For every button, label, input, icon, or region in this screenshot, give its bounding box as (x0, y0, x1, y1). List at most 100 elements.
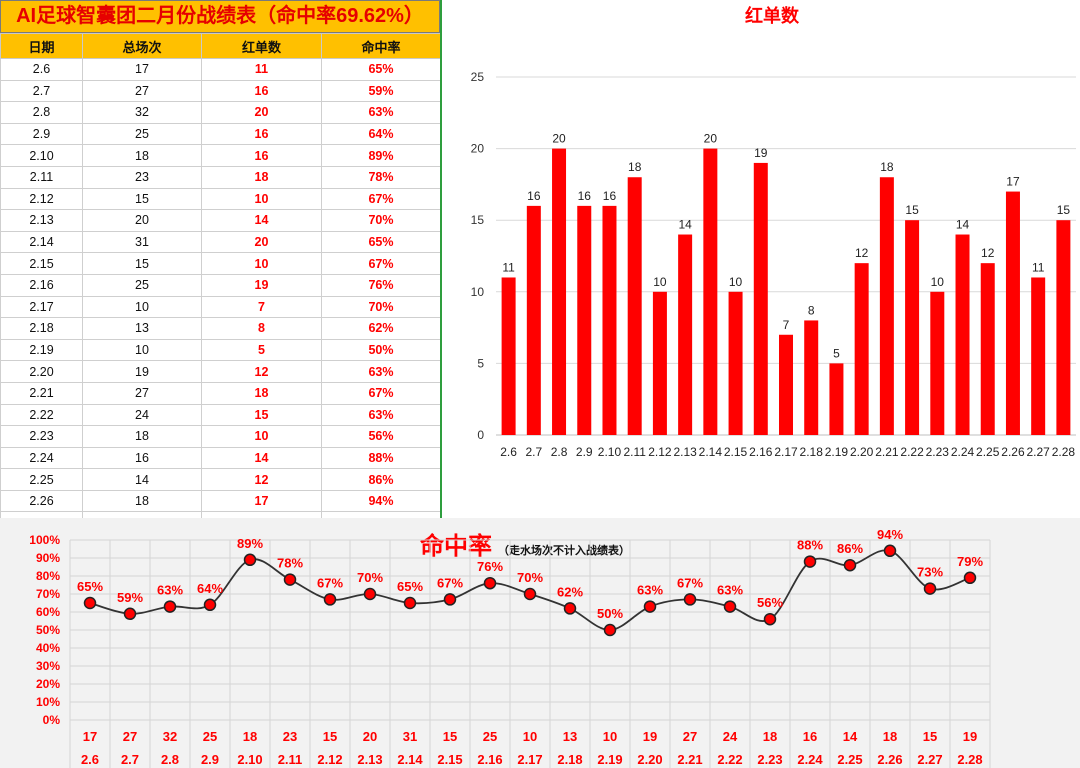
total-cell: 27 (82, 79, 202, 103)
total-cell: 27 (82, 381, 202, 405)
red-count-cell: 14 (201, 446, 322, 470)
date-cell: 2.25 (0, 468, 83, 491)
hit-rate-cell: 67% (321, 187, 441, 211)
table-row: 2.18 13 8 62% (0, 317, 441, 340)
hit-rate-cell: 94% (321, 489, 441, 513)
line-chart-y-axis: 0% 10% 20% 30% 40% 50% 60% 70% 80% 90% 100% (29, 533, 60, 727)
bar-2.19 (829, 363, 844, 435)
line-y-tick-label: 50% (36, 623, 60, 637)
bar-x-tick-label: 2.21 (875, 445, 899, 459)
bar-value-label: 10 (653, 275, 667, 289)
table-row: 2.17 10 7 70% (0, 295, 441, 319)
line-chart-date-row: 2.6 2.7 2.8 2.9 2.10 2.11 2.12 2.13 2.14 2.15 2.16… (81, 752, 983, 767)
bar-x-tick-label: 2.19 (825, 445, 849, 459)
red-count-cell: 8 (201, 317, 322, 340)
bar-x-tick-label: 2.8 (551, 445, 568, 459)
line-date-label: 2.9 (201, 752, 219, 767)
bar-value-label: 20 (704, 132, 718, 146)
line-total-label: 10 (603, 729, 617, 744)
line-value-label: 73% (917, 565, 943, 580)
line-value-label: 94% (877, 527, 903, 542)
total-cell: 10 (82, 295, 202, 319)
red-count-cell: 14 (201, 209, 322, 232)
bar-value-label: 19 (754, 146, 768, 160)
line-total-label: 18 (763, 729, 777, 744)
bar-value-label: 10 (729, 275, 743, 289)
line-point-2.10 (243, 553, 257, 567)
line-total-label: 24 (723, 729, 738, 744)
table-row: 2.7 27 16 59% (0, 79, 441, 103)
bar-y-tick-label: 10 (471, 285, 485, 299)
bar-x-tick-label: 2.20 (850, 445, 874, 459)
red-count-cell: 12 (201, 468, 322, 491)
bar-x-tick-label: 2.10 (598, 445, 622, 459)
total-cell: 15 (82, 252, 202, 275)
bar-x-tick-label: 2.13 (673, 445, 697, 459)
bar-x-tick-label: 2.11 (623, 445, 646, 459)
line-point-2.24 (803, 555, 817, 568)
line-date-label: 2.17 (517, 752, 542, 767)
table-row: 2.13 20 14 70% (0, 209, 441, 232)
line-total-label: 32 (163, 729, 177, 744)
table-row: 2.16 25 19 76% (0, 273, 441, 297)
date-cell: 2.17 (0, 295, 83, 319)
line-point-2.14 (403, 596, 417, 610)
date-cell: 2.7 (0, 79, 83, 103)
hit-rate-cell: 63% (321, 360, 441, 383)
bar-value-label: 14 (678, 218, 692, 232)
total-cell: 19 (82, 360, 202, 383)
hit-rate-cell: 86% (321, 468, 441, 491)
line-y-tick-label: 90% (36, 551, 60, 565)
bar-x-tick-label: 2.14 (699, 445, 723, 459)
total-cell: 18 (82, 425, 202, 448)
date-cell: 2.8 (0, 101, 83, 124)
line-date-label: 2.23 (757, 752, 782, 767)
total-cell: 25 (82, 122, 202, 146)
bar-chart-x-axis: 2.6 2.7 2.8 2.9 2.10 2.11 2.12 2.13 2.14 2.15 2.16… (500, 445, 1075, 459)
line-y-tick-label: 30% (36, 659, 60, 673)
date-cell: 2.11 (0, 165, 83, 189)
bar-value-label: 18 (628, 160, 642, 174)
bar-2.8 (552, 148, 567, 435)
line-total-label: 19 (963, 729, 977, 744)
table-row: 2.8 32 20 63% (0, 101, 441, 124)
red-count-cell: 10 (201, 187, 322, 211)
line-value-label: 63% (637, 583, 663, 598)
bar-2.21 (879, 177, 894, 436)
line-date-label: 2.28 (957, 752, 982, 767)
line-date-label: 2.10 (237, 752, 262, 767)
line-total-label: 16 (803, 729, 817, 744)
table-row: 2.19 10 5 50% (0, 338, 441, 362)
bar-2.25 (980, 263, 995, 435)
bar-x-tick-label: 2.28 (1052, 445, 1076, 459)
line-value-label: 86% (837, 541, 863, 556)
date-cell: 2.12 (0, 187, 83, 211)
table-border-accent (440, 0, 442, 518)
date-cell: 2.24 (0, 446, 83, 470)
line-chart-header: 命中率 （走水场次不计入战绩表） (420, 526, 630, 560)
bar-x-tick-label: 2.16 (749, 445, 773, 459)
line-point-2.21 (683, 593, 697, 606)
hit-rate-cell: 88% (321, 446, 441, 470)
line-total-label: 15 (443, 729, 457, 744)
hit-rate-line-chart: 命中率 （走水场次不计入战绩表） 0% 10% 20% 30% 40% 50% 60% 70% 8… (0, 518, 1080, 768)
bar-value-label: 5 (833, 346, 840, 360)
line-total-label: 23 (283, 729, 297, 744)
hit-rate-cell: 50% (321, 338, 441, 362)
red-count-cell: 18 (201, 381, 322, 405)
bar-2.22 (905, 220, 920, 435)
line-y-tick-label: 80% (36, 569, 60, 583)
date-cell: 2.23 (0, 425, 83, 448)
line-date-label: 2.16 (477, 752, 502, 767)
line-date-label: 2.25 (837, 752, 862, 767)
line-value-label: 64% (197, 581, 223, 596)
line-value-label: 65% (397, 579, 423, 594)
table-row: 2.12 15 10 67% (0, 187, 441, 211)
line-point-2.22 (723, 600, 737, 613)
red-count-cell: 12 (201, 360, 322, 383)
red-count-cell: 7 (201, 295, 322, 319)
total-cell: 24 (82, 403, 202, 427)
date-cell: 2.22 (0, 403, 83, 427)
red-count-cell: 16 (201, 122, 322, 146)
line-date-label: 2.24 (797, 752, 823, 767)
